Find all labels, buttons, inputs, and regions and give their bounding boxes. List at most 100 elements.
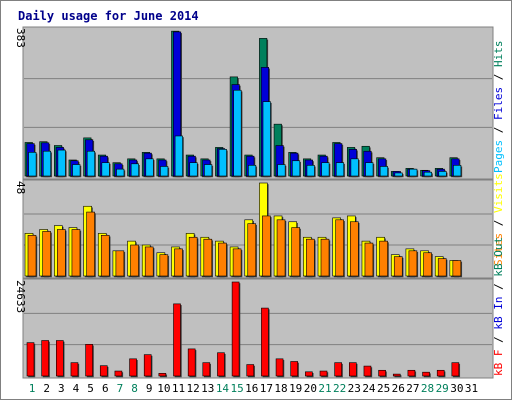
pages-bar-day-24 bbox=[365, 162, 374, 177]
visits-sites-panel-frame bbox=[22, 179, 494, 279]
pages-bar-day-21 bbox=[321, 162, 330, 177]
kb-f-bar-day-4 bbox=[70, 362, 79, 377]
pages-bar-day-27 bbox=[409, 168, 418, 177]
legend-hits: Hits bbox=[492, 41, 505, 68]
day-label-11: 11 bbox=[172, 382, 185, 395]
kb-f-bar-day-5 bbox=[85, 344, 93, 377]
kb-f-bar-day-18 bbox=[275, 358, 284, 377]
kbytes-bars bbox=[26, 281, 461, 378]
pages-bar-day-6 bbox=[101, 162, 110, 177]
kb-f-bar-day-14 bbox=[217, 352, 225, 377]
pages-bar-day-4 bbox=[72, 164, 81, 177]
kb-f-bar-day-12 bbox=[187, 348, 196, 377]
sites-bar-day-17 bbox=[262, 215, 271, 277]
visits-sites-legend: Sites / Visits bbox=[492, 173, 505, 266]
day-label-4: 4 bbox=[73, 382, 80, 395]
day-label-6: 6 bbox=[102, 382, 109, 395]
day-label-22: 22 bbox=[333, 382, 346, 395]
sites-bar-day-28 bbox=[423, 252, 432, 277]
visits-sites-ymax-label: 48 bbox=[14, 181, 27, 194]
kb-f-bar-day-15 bbox=[231, 281, 240, 377]
day-label-12: 12 bbox=[187, 382, 200, 395]
day-label-7: 7 bbox=[117, 382, 124, 395]
pages-bar-day-19 bbox=[291, 160, 301, 177]
kb-f-bar-day-19 bbox=[290, 361, 299, 377]
day-label-18: 18 bbox=[274, 382, 287, 395]
pages-bar-day-17 bbox=[262, 101, 271, 177]
pages-bar-day-29 bbox=[438, 171, 447, 177]
kbytes-panel-frame bbox=[22, 278, 494, 379]
pages-bar-day-1 bbox=[28, 152, 37, 177]
kb-f-bar-day-8 bbox=[129, 358, 137, 377]
pages-bar-day-23 bbox=[350, 158, 359, 177]
pages-bar-day-16 bbox=[248, 165, 257, 177]
kb-f-bar-day-27 bbox=[407, 369, 416, 377]
pages-bar-day-30 bbox=[453, 165, 462, 177]
legend-visits: Visits bbox=[492, 173, 505, 213]
pages-bar-day-5 bbox=[86, 150, 95, 177]
day-label-25: 25 bbox=[377, 382, 390, 395]
pages-bar-day-26 bbox=[394, 172, 403, 177]
pages-bar-day-9 bbox=[145, 158, 154, 177]
day-label-17: 17 bbox=[260, 382, 273, 395]
hits-files-pages-panel-bg bbox=[23, 27, 493, 179]
sites-bar-day-3 bbox=[56, 229, 66, 277]
kbytes-gridlines bbox=[24, 312, 492, 346]
kbytes-ymax-label: 24633 bbox=[14, 280, 27, 313]
pages-bar-day-25 bbox=[379, 166, 389, 177]
legend-kb-in: kB In bbox=[492, 297, 505, 330]
hits-files-pages-legend: Pages / Files / Hits bbox=[492, 41, 505, 174]
sites-bar-day-18 bbox=[276, 219, 286, 277]
day-label-16: 16 bbox=[245, 382, 258, 395]
sites-bar-day-25 bbox=[379, 240, 388, 277]
kb-f-bar-day-9 bbox=[143, 354, 152, 377]
kb-f-bar-day-21 bbox=[319, 370, 328, 377]
day-label-20: 20 bbox=[304, 382, 317, 395]
chart-title: Daily usage for June 2014 bbox=[18, 9, 199, 23]
kb-f-bar-day-2 bbox=[41, 340, 49, 377]
kb-f-bar-day-11 bbox=[173, 303, 181, 377]
pages-bar-day-13 bbox=[204, 164, 213, 177]
day-label-27: 27 bbox=[406, 382, 419, 395]
legend-kb-f: kB F bbox=[492, 350, 505, 377]
kb-f-bar-day-24 bbox=[363, 365, 372, 377]
legend-sep-1: / bbox=[492, 127, 505, 134]
hits-files-pages-gridlines bbox=[24, 78, 492, 128]
kb-f-bar-day-29 bbox=[436, 369, 445, 377]
pages-bar-day-10 bbox=[160, 166, 169, 177]
pages-bar-day-28 bbox=[423, 171, 432, 177]
sites-bar-day-15 bbox=[232, 248, 242, 277]
visits-sites-panel: 48 Sites / Visits bbox=[14, 173, 505, 279]
legend-sep-5: / bbox=[492, 283, 505, 290]
hits-files-pages-panel: 383 Pages / Files / Hits bbox=[14, 26, 505, 180]
day-label-2: 2 bbox=[43, 382, 50, 395]
hits-files-pages-ymax-label: 383 bbox=[14, 28, 27, 48]
kb-f-bar-day-28 bbox=[422, 371, 430, 377]
sites-bar-day-8 bbox=[130, 244, 139, 277]
day-label-30: 30 bbox=[450, 382, 463, 395]
pages-bar-day-22 bbox=[335, 162, 345, 177]
sites-bar-day-1 bbox=[27, 235, 37, 277]
pages-bar-day-2 bbox=[42, 150, 52, 177]
sites-bar-day-12 bbox=[188, 236, 198, 277]
kb-f-bar-day-26 bbox=[392, 373, 401, 377]
day-label-26: 26 bbox=[392, 382, 405, 395]
kb-f-bar-day-30 bbox=[451, 362, 460, 377]
sites-bar-day-9 bbox=[144, 246, 154, 277]
day-label-14: 14 bbox=[216, 382, 230, 395]
pages-bar-day-18 bbox=[277, 164, 286, 177]
sites-bar-day-4 bbox=[71, 229, 81, 277]
sites-bar-day-19 bbox=[291, 227, 301, 277]
day-label-10: 10 bbox=[157, 382, 170, 395]
kb-f-bar-day-3 bbox=[55, 340, 64, 377]
sites-bar-day-29 bbox=[437, 258, 447, 277]
legend-pages: Pages bbox=[492, 140, 505, 173]
day-label-8: 8 bbox=[131, 382, 138, 395]
sites-bar-day-26 bbox=[393, 256, 403, 277]
pages-bar-day-11 bbox=[174, 135, 183, 177]
legend-sep-3: / bbox=[492, 220, 505, 227]
day-label-29: 29 bbox=[436, 382, 449, 395]
sites-bar-day-5 bbox=[86, 211, 95, 277]
day-label-28: 28 bbox=[421, 382, 434, 395]
